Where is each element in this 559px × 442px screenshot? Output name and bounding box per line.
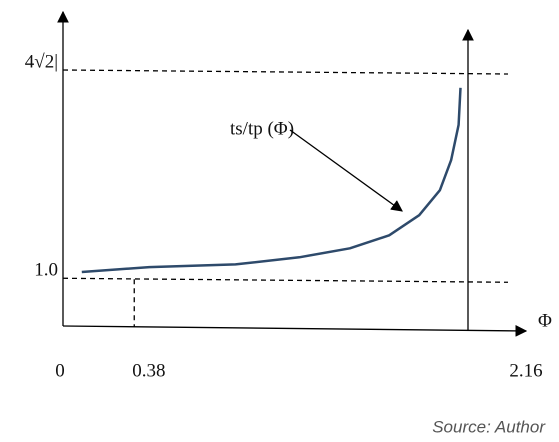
x-tick-label: 0.38 — [132, 360, 165, 381]
y-tick-label: 4√2| — [25, 51, 58, 72]
x-axis — [62, 325, 528, 337]
grid-line — [62, 277, 509, 283]
x-tick-label: 2.16 — [509, 360, 542, 381]
x-axis-label: Φ — [538, 310, 552, 331]
x-tick-label: 0 — [55, 360, 65, 381]
grid-line — [62, 69, 509, 75]
annotation: ts/tp (Φ) — [230, 118, 294, 139]
curve — [81, 87, 462, 274]
annotation-arrow — [289, 129, 403, 212]
y-tick-label: 1.0 — [34, 260, 58, 281]
source: Source: Author — [432, 417, 546, 436]
